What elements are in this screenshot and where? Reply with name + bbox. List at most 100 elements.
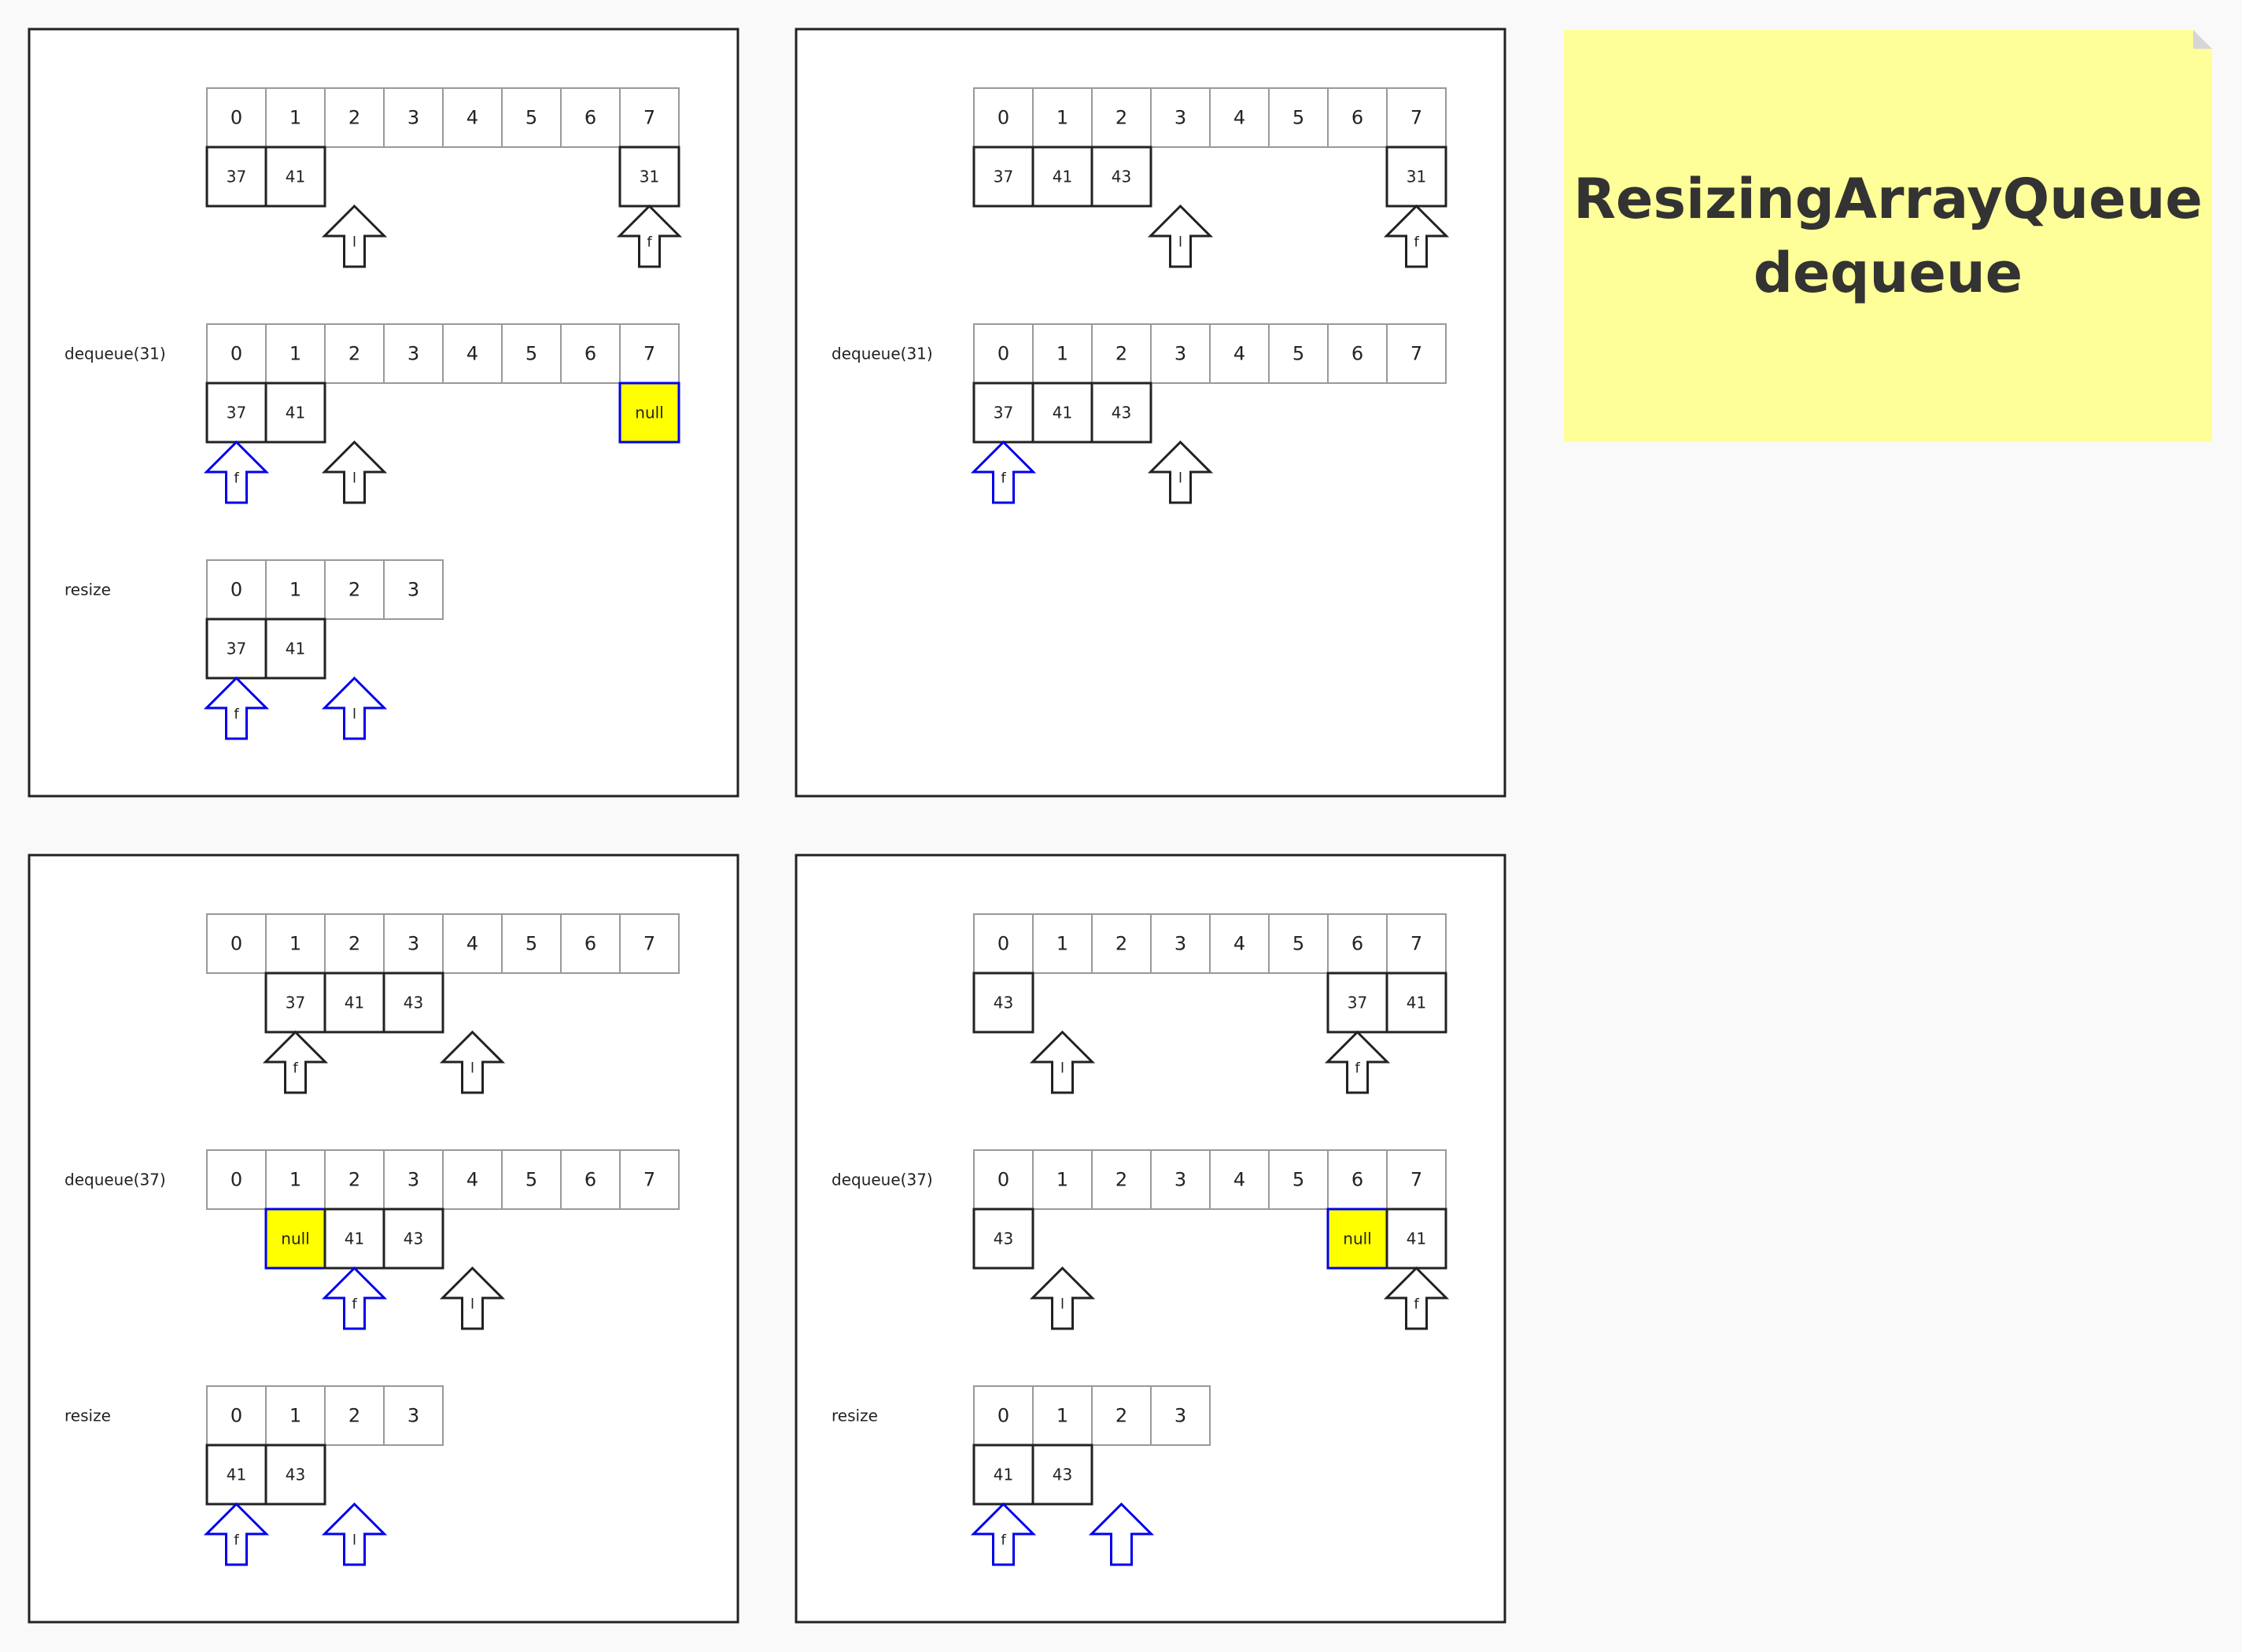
index-label: 3 xyxy=(1174,1405,1186,1427)
index-label: 3 xyxy=(1174,1169,1186,1191)
value-label: 41 xyxy=(1053,168,1072,186)
index-cell xyxy=(265,1385,326,1446)
index-cell xyxy=(1209,87,1270,148)
pointer-arrow-shape xyxy=(1383,204,1450,268)
last-pointer-arrow: l xyxy=(321,676,388,740)
front-pointer-arrow: f xyxy=(970,440,1037,504)
index-label: 7 xyxy=(643,343,655,365)
index-cell xyxy=(1091,323,1152,384)
value-cell xyxy=(1031,1444,1093,1506)
index-label: 6 xyxy=(584,343,596,365)
pointer-arrow-label: f xyxy=(647,234,652,251)
index-label: 1 xyxy=(1056,1405,1068,1427)
pointer-arrow-shape xyxy=(1029,1030,1096,1094)
index-cell xyxy=(442,87,503,148)
index-label: 2 xyxy=(348,1405,360,1427)
index-label: 5 xyxy=(525,107,537,129)
pointer-arrow-label: l xyxy=(1060,1296,1064,1313)
front-pointer-arrow: f xyxy=(970,1502,1037,1566)
value-cell xyxy=(323,972,385,1034)
index-cell xyxy=(1150,1385,1211,1446)
index-label: 3 xyxy=(407,1169,419,1191)
index-label: 2 xyxy=(1115,1405,1127,1427)
index-label: 6 xyxy=(584,1169,596,1191)
index-label: 1 xyxy=(289,107,301,129)
index-cell xyxy=(206,87,267,148)
pointer-arrow-shape xyxy=(439,1266,506,1330)
index-label: 1 xyxy=(289,579,301,601)
index-label: 7 xyxy=(1410,107,1422,129)
index-label: 5 xyxy=(1292,343,1304,365)
pointer-arrow-label: f xyxy=(1414,1296,1419,1313)
index-cell xyxy=(1091,913,1152,974)
value-label: 37 xyxy=(994,404,1013,422)
index-label: 7 xyxy=(1410,933,1422,955)
index-cell xyxy=(501,323,562,384)
index-label: 7 xyxy=(1410,343,1422,365)
value-label: 43 xyxy=(404,994,423,1012)
highlighted-cell xyxy=(1326,1208,1388,1270)
last-pointer-arrow: l xyxy=(1029,1266,1096,1330)
index-cell xyxy=(560,1149,621,1210)
index-label: 2 xyxy=(348,933,360,955)
pointer-arrow-shape xyxy=(321,676,388,740)
step-1: 0 1 2 3 4 5 6 7 43 37 41 l f xyxy=(972,913,1447,1094)
index-label: 0 xyxy=(230,1169,242,1191)
index-cell xyxy=(324,1149,385,1210)
value-label: 41 xyxy=(345,994,364,1012)
index-cell xyxy=(1032,913,1093,974)
value-label: 43 xyxy=(1112,168,1131,186)
index-label: 4 xyxy=(466,1169,478,1191)
pointer-arrow-shape xyxy=(1383,1266,1450,1330)
index-cell xyxy=(324,87,385,148)
index-label: 6 xyxy=(584,107,596,129)
panel-3: 0 1 2 3 4 5 6 7 37 41 43 f l dequeue(37) 0 1 2 3 4 5 6 7 null 4… xyxy=(28,854,739,1624)
value-label: 41 xyxy=(286,168,305,186)
index-cell xyxy=(619,1149,680,1210)
value-cell xyxy=(205,382,267,444)
pointer-arrow-shape xyxy=(439,1030,506,1094)
value-label: 41 xyxy=(286,404,305,422)
value-cell xyxy=(972,1444,1034,1506)
step-1: 0 1 2 3 4 5 6 7 37 41 43 f l xyxy=(206,913,680,1094)
value-label: 41 xyxy=(286,640,305,658)
last-pointer-arrow: l xyxy=(1147,440,1214,504)
index-cell xyxy=(619,323,680,384)
index-label: 1 xyxy=(289,1169,301,1191)
pointer-arrow-label: l xyxy=(470,1296,474,1313)
index-label: 5 xyxy=(525,933,537,955)
index-label: 1 xyxy=(1056,933,1068,955)
value-cell xyxy=(264,972,326,1034)
pointer-arrow-shape xyxy=(321,204,388,268)
index-cell xyxy=(383,559,444,620)
front-pointer-arrow: f xyxy=(203,676,270,740)
value-cell xyxy=(1090,146,1152,208)
front-pointer-arrow: f xyxy=(262,1030,329,1094)
pointer-arrow-label: f xyxy=(234,470,239,487)
index-cell xyxy=(973,323,1034,384)
index-label: 3 xyxy=(407,933,419,955)
index-label: 2 xyxy=(1115,933,1127,955)
step-3: resize 0 1 2 3 37 41 f l xyxy=(65,559,444,740)
index-label: 3 xyxy=(1174,933,1186,955)
step-label: resize xyxy=(65,581,111,599)
value-cell xyxy=(972,972,1034,1034)
pointer-arrow-label: f xyxy=(234,706,239,723)
index-label: 1 xyxy=(289,1405,301,1427)
index-label: 2 xyxy=(1115,107,1127,129)
index-label: 0 xyxy=(230,107,242,129)
index-label: 2 xyxy=(348,579,360,601)
value-cell xyxy=(1385,972,1447,1034)
index-label: 2 xyxy=(1115,1169,1127,1191)
value-label: 31 xyxy=(640,168,659,186)
index-cell xyxy=(1209,323,1270,384)
value-cell xyxy=(205,618,267,680)
index-label: 4 xyxy=(466,933,478,955)
value-cell xyxy=(972,1208,1034,1270)
index-label: 7 xyxy=(1410,1169,1422,1191)
value-cell xyxy=(382,1208,444,1270)
index-cell xyxy=(206,1149,267,1210)
index-cell xyxy=(973,87,1034,148)
index-label: 1 xyxy=(1056,1169,1068,1191)
